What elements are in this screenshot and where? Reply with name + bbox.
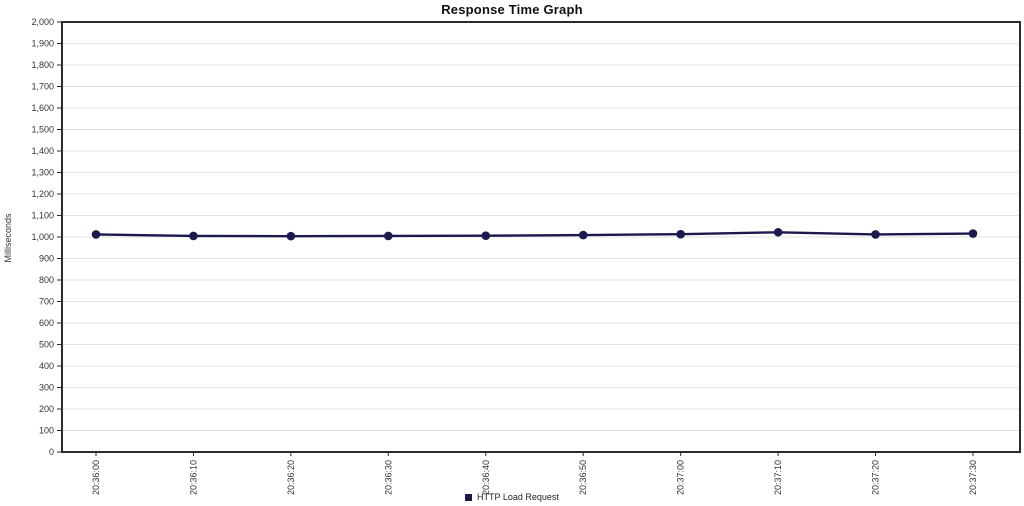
svg-text:800: 800 [39,275,54,285]
svg-text:700: 700 [39,297,54,307]
legend-series-label: HTTP Load Request [477,492,559,502]
svg-text:400: 400 [39,361,54,371]
svg-text:2,000: 2,000 [31,17,54,27]
svg-text:20:36:00: 20:36:00 [91,460,101,495]
svg-text:20:37:30: 20:37:30 [968,460,978,495]
svg-text:1,300: 1,300 [31,168,54,178]
svg-text:1,000: 1,000 [31,232,54,242]
svg-text:20:37:10: 20:37:10 [773,460,783,495]
svg-text:1,600: 1,600 [31,103,54,113]
svg-text:1,200: 1,200 [31,189,54,199]
svg-text:20:37:00: 20:37:00 [676,460,686,495]
svg-text:200: 200 [39,404,54,414]
svg-text:300: 300 [39,383,54,393]
legend: HTTP Load Request [0,490,1024,504]
svg-text:1,400: 1,400 [31,146,54,156]
svg-text:600: 600 [39,318,54,328]
svg-text:1,800: 1,800 [31,60,54,70]
svg-text:20:36:30: 20:36:30 [383,460,393,495]
svg-text:0: 0 [49,447,54,457]
svg-text:100: 100 [39,426,54,436]
svg-text:500: 500 [39,340,54,350]
svg-text:900: 900 [39,254,54,264]
legend-series-swatch-icon [465,493,473,501]
svg-text:20:36:20: 20:36:20 [286,460,296,495]
svg-text:1,100: 1,100 [31,211,54,221]
svg-text:1,900: 1,900 [31,39,54,49]
svg-text:1,500: 1,500 [31,125,54,135]
svg-text:1,700: 1,700 [31,82,54,92]
svg-text:20:36:40: 20:36:40 [481,460,491,495]
svg-text:20:37:20: 20:37:20 [871,460,881,495]
svg-text:20:36:10: 20:36:10 [188,460,198,495]
svg-text:20:36:50: 20:36:50 [578,460,588,495]
chart-title: Response Time Graph [441,2,583,17]
